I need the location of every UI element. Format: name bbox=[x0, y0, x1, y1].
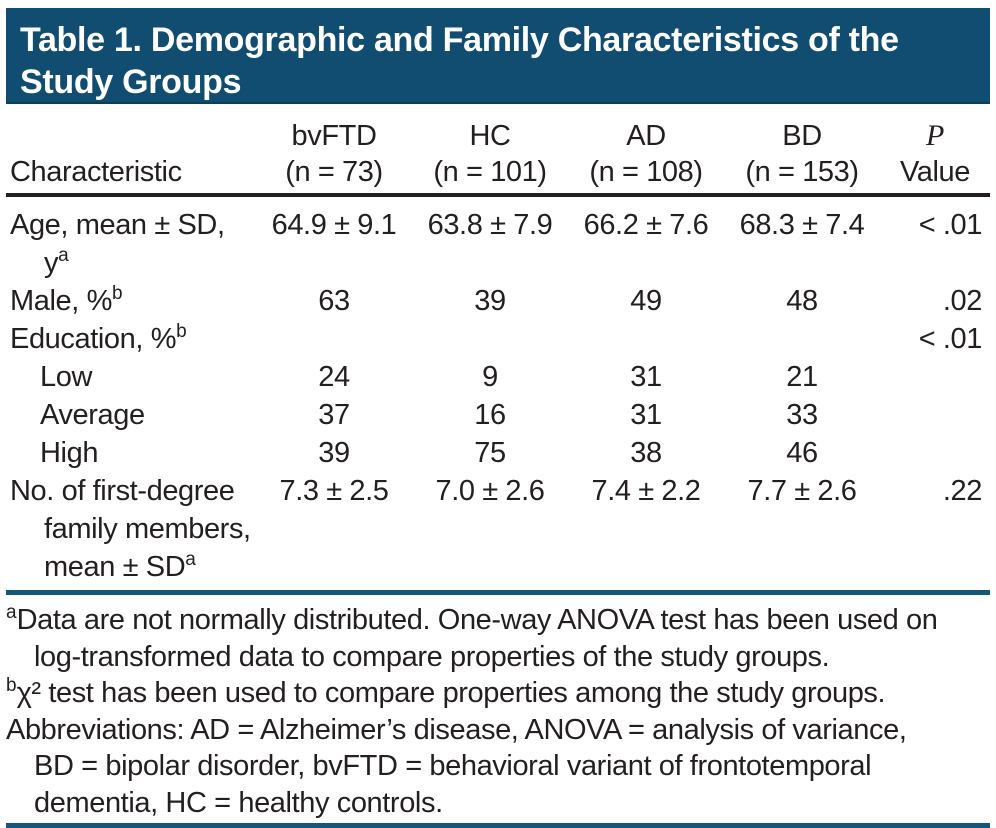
cell-value: 7.7 ± 2.6 bbox=[747, 475, 857, 507]
cell-p-value: .22 bbox=[942, 475, 983, 507]
column-header-hc: HC (n = 101) bbox=[412, 104, 568, 197]
row-label: Average bbox=[40, 399, 145, 431]
cell-value: 31 bbox=[630, 399, 662, 431]
cell-value: 16 bbox=[474, 399, 506, 431]
table-title-line2: Study Groups bbox=[20, 63, 242, 101]
cell-p-value: .02 bbox=[942, 285, 983, 317]
page-bottom-rule bbox=[6, 823, 990, 828]
row-label: Age, mean ± SD, ya bbox=[10, 209, 225, 279]
cell-value: 66.2 ± 7.6 bbox=[583, 209, 709, 241]
table-title-line1: Table 1. Demographic and Family Characte… bbox=[20, 21, 899, 59]
cell-value: 37 bbox=[318, 399, 350, 431]
column-header-bvftd: bvFTD (n = 73) bbox=[256, 104, 412, 197]
cell-value: 33 bbox=[786, 399, 818, 431]
cell-p-value bbox=[880, 358, 990, 396]
table-row-education-average: Average 37 16 31 33 bbox=[6, 396, 990, 434]
cell-p-value bbox=[880, 396, 990, 434]
cell-value: 21 bbox=[786, 361, 818, 393]
footnote-marker: b bbox=[111, 283, 123, 304]
cell-value: 49 bbox=[630, 285, 662, 317]
footnote-marker: a bbox=[185, 549, 196, 570]
cell-value: 48 bbox=[786, 285, 818, 317]
cell-value: 64.9 ± 9.1 bbox=[271, 209, 397, 241]
table-row-family-members: No. of first-degree family members, mean… bbox=[6, 472, 990, 586]
footnote-marker: a bbox=[58, 245, 69, 266]
cell-p-value: < .01 bbox=[918, 323, 983, 355]
cell-value: 63 bbox=[318, 285, 350, 317]
column-header-ad: AD (n = 108) bbox=[568, 104, 724, 197]
row-label: No. of first-degree family members, mean… bbox=[10, 475, 251, 583]
table-bottom-rule bbox=[6, 590, 990, 595]
table-row-education: Education, %b < .01 bbox=[6, 320, 990, 358]
p-italic: P bbox=[926, 119, 944, 152]
cell-p-value: < .01 bbox=[918, 209, 983, 241]
table-body: Age, mean ± SD, ya 64.9 ± 9.1 63.8 ± 7.9… bbox=[6, 195, 990, 586]
footnote-a-line-2: log-transformed data to compare properti… bbox=[34, 640, 830, 673]
cell-value bbox=[724, 320, 880, 358]
footnotes: aData are not normally distributed. One-… bbox=[6, 602, 990, 821]
footnote-b-marker: b bbox=[6, 675, 17, 696]
cell-value: 7.3 ± 2.5 bbox=[279, 475, 389, 507]
column-header-p-value: P Value bbox=[880, 104, 990, 197]
cell-value: 38 bbox=[630, 437, 662, 469]
cell-value bbox=[256, 320, 412, 358]
table-row-male: Male, %b 63 39 49 48 .02 bbox=[6, 282, 990, 320]
demographics-table: Characteristic bvFTD (n = 73) HC (n = 10… bbox=[6, 104, 990, 586]
table-title-banner: Table 1. Demographic and Family Characte… bbox=[6, 8, 990, 104]
cell-p-value bbox=[880, 434, 990, 472]
row-label: High bbox=[40, 437, 99, 469]
table-figure: Table 1. Demographic and Family Characte… bbox=[6, 8, 990, 828]
row-label: Low bbox=[40, 361, 92, 393]
table-row-education-high: High 39 75 38 46 bbox=[6, 434, 990, 472]
cell-value: 39 bbox=[474, 285, 506, 317]
footnote-marker: b bbox=[176, 321, 187, 342]
cell-value bbox=[412, 320, 568, 358]
footnote-b-line-1: bχ² test has been used to compare proper… bbox=[6, 675, 886, 709]
column-header-characteristic: Characteristic bbox=[6, 104, 256, 197]
row-label: Education, %b bbox=[10, 321, 187, 355]
column-header-bd: BD (n = 153) bbox=[724, 104, 880, 197]
row-label: Male, %b bbox=[10, 283, 123, 317]
cell-value: 46 bbox=[786, 437, 818, 469]
cell-value: 7.0 ± 2.6 bbox=[435, 475, 545, 507]
abbreviations-line-1: Abbreviations: AD = Alzheimer’s disease,… bbox=[6, 713, 907, 746]
cell-value: 75 bbox=[474, 437, 506, 469]
cell-value: 31 bbox=[630, 361, 662, 393]
footnote-a-marker: a bbox=[6, 602, 17, 623]
abbreviations-line-2: BD = bipolar disorder, bvFTD = behaviora… bbox=[34, 750, 872, 782]
table-header: Characteristic bvFTD (n = 73) HC (n = 10… bbox=[6, 104, 990, 197]
cell-value: 7.4 ± 2.2 bbox=[591, 475, 701, 507]
cell-value: 63.8 ± 7.9 bbox=[427, 209, 553, 241]
cell-value: 68.3 ± 7.4 bbox=[739, 209, 865, 241]
table-row-age: Age, mean ± SD, ya 64.9 ± 9.1 63.8 ± 7.9… bbox=[6, 195, 990, 282]
table-row-education-low: Low 24 9 31 21 bbox=[6, 358, 990, 396]
abbreviations-line-3: dementia, HC = healthy controls. bbox=[34, 786, 443, 819]
footnote-a-line-1: aData are not normally distributed. One-… bbox=[6, 602, 938, 636]
cell-value bbox=[568, 320, 724, 358]
cell-value: 39 bbox=[318, 437, 350, 469]
cell-value: 24 bbox=[318, 361, 350, 393]
cell-value: 9 bbox=[482, 361, 498, 393]
